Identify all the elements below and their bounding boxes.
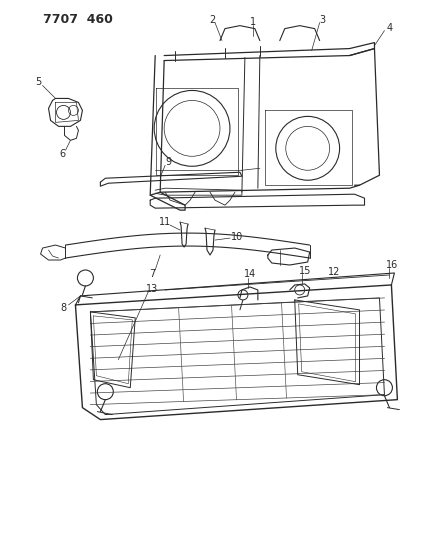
Text: 7707  460: 7707 460 [43, 13, 112, 26]
Text: 11: 11 [158, 217, 171, 227]
Text: 9: 9 [165, 157, 171, 167]
Text: 5: 5 [35, 77, 42, 87]
Text: 15: 15 [298, 266, 310, 276]
Text: 12: 12 [328, 267, 340, 277]
Text: 13: 13 [146, 284, 158, 294]
Text: 2: 2 [208, 14, 215, 25]
Text: 4: 4 [386, 22, 391, 33]
Text: 14: 14 [243, 269, 256, 279]
Text: 16: 16 [386, 260, 397, 270]
Text: 1: 1 [249, 17, 255, 27]
Text: 6: 6 [59, 149, 66, 159]
Text: 8: 8 [60, 303, 66, 313]
Text: 10: 10 [230, 232, 242, 242]
Text: 7: 7 [149, 269, 155, 279]
Text: 3: 3 [319, 14, 325, 25]
